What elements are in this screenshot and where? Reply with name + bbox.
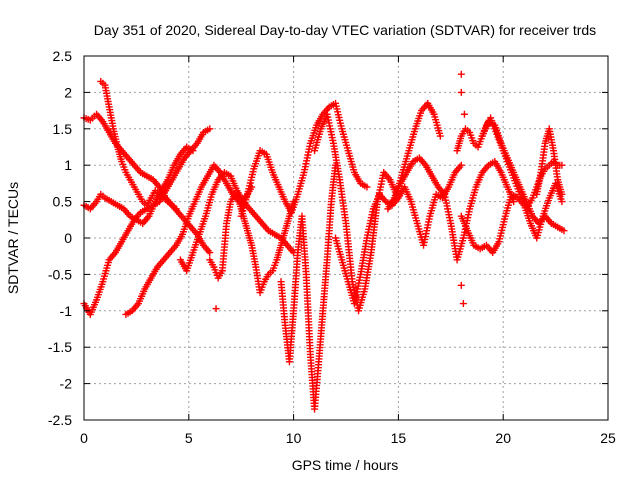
x-tick-label: 10 [286, 430, 302, 446]
data-point [459, 300, 467, 308]
series-track-i [277, 161, 340, 413]
series-outliers [212, 70, 468, 313]
data-point [558, 198, 566, 206]
y-tick-labels: -2.5 -2 -1.5 -1 -0.5 0 0.5 1 1.5 2 2.5 [48, 48, 72, 428]
series-track-l [384, 154, 518, 264]
series-track-n [457, 179, 566, 257]
series-track-f [176, 168, 298, 275]
x-axis-label: GPS time / hours [292, 457, 399, 473]
data-point [457, 70, 465, 78]
y-tick-label: 1 [64, 157, 72, 173]
data-point [457, 161, 465, 169]
y-tick-label: -0.5 [48, 266, 72, 282]
data-point [558, 190, 566, 198]
series-track-a [80, 110, 214, 257]
chart-title: Day 351 of 2020, Sidereal Day-to-day VTE… [94, 22, 596, 38]
series-track-c [97, 77, 180, 213]
y-tick-label: -2.5 [48, 412, 72, 428]
data-point [363, 183, 371, 191]
data-point [460, 110, 468, 118]
y-tick-label: 0 [64, 230, 72, 246]
y-tick-label: -2 [60, 376, 73, 392]
y-tick-label: 2 [64, 84, 72, 100]
data-point [212, 305, 220, 313]
data-point [436, 132, 444, 140]
series-track-g [206, 190, 298, 297]
data-point [560, 227, 568, 235]
data-point [206, 125, 214, 133]
x-tick-labels: 0 5 10 15 20 25 [80, 430, 616, 446]
data-point [510, 198, 518, 206]
y-tick-label: 1.5 [53, 121, 73, 137]
series-track-p [533, 125, 566, 198]
y-tick-label: 2.5 [53, 48, 73, 64]
y-axis-label: SDTVAR / TECUs [5, 182, 21, 294]
x-tick-label: 15 [391, 430, 407, 446]
axis-ticks [83, 55, 609, 421]
data-point [457, 88, 465, 96]
y-tick-label: -1 [60, 303, 73, 319]
series-track-d [80, 125, 214, 318]
data-point [457, 281, 465, 289]
series-track-o [478, 118, 568, 235]
x-tick-label: 25 [600, 430, 616, 446]
x-tick-label: 0 [80, 430, 88, 446]
data-point [206, 249, 214, 257]
data-point [172, 205, 180, 213]
data-points [80, 70, 568, 413]
y-tick-label: -1.5 [48, 339, 72, 355]
y-tick-label: 0.5 [53, 194, 73, 210]
x-tick-label: 5 [185, 430, 193, 446]
x-tick-label: 20 [495, 430, 511, 446]
data-point [558, 161, 566, 169]
